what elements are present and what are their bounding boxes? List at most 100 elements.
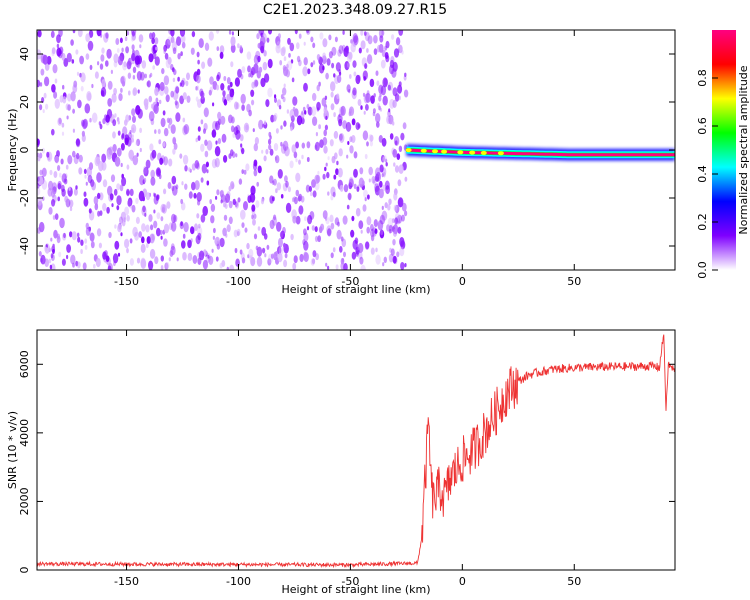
- noise-blob: [202, 205, 208, 217]
- noise-blob: [273, 214, 277, 221]
- noise-blob: [68, 186, 71, 191]
- noise-blob: [54, 155, 60, 164]
- noise-blob: [117, 224, 122, 233]
- noise-blob: [294, 108, 299, 117]
- noise-blob: [97, 192, 101, 199]
- snr-xtick-label: -50: [341, 575, 359, 588]
- noise-blob: [196, 192, 202, 202]
- noise-blob: [258, 119, 264, 130]
- noise-blob: [263, 120, 267, 125]
- noise-blob: [257, 226, 261, 231]
- spectrogram-xtick-label: -150: [114, 275, 139, 288]
- colorbar-tick-label: 0.8: [696, 69, 709, 87]
- noise-blob: [119, 216, 123, 224]
- noise-blob: [303, 252, 309, 263]
- noise-blob: [56, 43, 60, 49]
- noise-blob: [81, 119, 85, 127]
- noise-blob: [384, 52, 389, 59]
- noise-blob: [249, 70, 254, 78]
- noise-blob: [280, 141, 283, 147]
- noise-blob: [117, 252, 121, 257]
- noise-blob: [396, 153, 401, 161]
- spectrogram-xtick-label: 0: [459, 275, 466, 288]
- noise-blob: [124, 36, 128, 42]
- noise-blob: [303, 228, 307, 236]
- noise-blob: [293, 255, 298, 264]
- noise-blob: [353, 71, 357, 77]
- noise-blob: [63, 57, 69, 67]
- noise-blob: [376, 80, 380, 86]
- noise-blob: [306, 103, 310, 110]
- noise-blob: [70, 91, 76, 102]
- noise-blob: [325, 72, 329, 80]
- noise-blob: [155, 167, 161, 177]
- noise-blob: [377, 220, 384, 231]
- noise-blob: [284, 253, 288, 259]
- noise-blob: [159, 99, 162, 105]
- noise-blob: [196, 74, 201, 84]
- noise-blob: [301, 142, 305, 149]
- noise-blob: [56, 34, 61, 44]
- noise-blob: [380, 85, 387, 96]
- noise-blob: [273, 178, 277, 186]
- noise-blob: [132, 88, 137, 97]
- noise-blob: [43, 92, 47, 99]
- noise-blob: [319, 139, 324, 149]
- noise-blob: [221, 133, 227, 143]
- noise-blob: [276, 41, 281, 49]
- noise-blob: [220, 189, 225, 198]
- noise-blob: [105, 255, 110, 262]
- noise-blob: [78, 167, 83, 175]
- noise-blob: [397, 226, 402, 234]
- noise-blob: [348, 89, 351, 94]
- noise-blob: [275, 188, 278, 194]
- noise-blob: [375, 70, 379, 76]
- noise-blob: [289, 42, 295, 52]
- noise-blob: [120, 87, 123, 93]
- noise-blob: [251, 99, 255, 106]
- noise-blob: [268, 144, 272, 151]
- noise-blob: [161, 207, 165, 213]
- noise-blob: [314, 141, 320, 152]
- snr-ytick-label: 2000: [18, 487, 31, 515]
- noise-blob: [110, 69, 113, 74]
- noise-blob: [179, 153, 183, 159]
- spectrogram-ylabel: Frequency (Hz): [6, 109, 19, 192]
- noise-blob: [357, 243, 362, 251]
- noise-blob: [163, 238, 168, 247]
- noise-blob: [237, 197, 241, 203]
- noise-blob: [237, 231, 240, 237]
- noise-blob: [128, 61, 131, 67]
- colorbar-ticks: 0.0 0.2 0.4 0.6 0.8: [696, 69, 718, 279]
- noise-blob: [307, 68, 311, 75]
- noise-blob: [349, 136, 353, 143]
- noise-blob: [401, 202, 407, 212]
- spectrogram-ytick-label: -20: [18, 189, 31, 207]
- noise-blob: [295, 158, 298, 163]
- noise-blob: [93, 196, 99, 205]
- noise-blob: [393, 162, 396, 167]
- noise-blob: [160, 117, 166, 128]
- noise-blob: [131, 127, 135, 133]
- noise-blob: [304, 110, 307, 115]
- noise-blob: [181, 240, 186, 249]
- noise-blob: [96, 172, 102, 183]
- noise-blob: [46, 151, 50, 158]
- noise-blob: [41, 167, 47, 177]
- noise-blob: [394, 217, 398, 225]
- noise-blob: [256, 181, 260, 187]
- noise-blob: [314, 174, 320, 184]
- noise-blob: [358, 220, 364, 230]
- noise-blob: [388, 229, 392, 234]
- noise-blob: [54, 213, 59, 221]
- noise-blob: [277, 252, 283, 263]
- noise-blob: [285, 180, 289, 188]
- noise-blob: [54, 78, 58, 84]
- noise-blob: [210, 203, 216, 212]
- noise-blob: [215, 195, 218, 200]
- noise-blob: [292, 96, 298, 106]
- noise-blob: [56, 47, 62, 57]
- noise-blob: [70, 254, 76, 265]
- noise-blob: [127, 72, 132, 79]
- noise-blob: [368, 134, 373, 142]
